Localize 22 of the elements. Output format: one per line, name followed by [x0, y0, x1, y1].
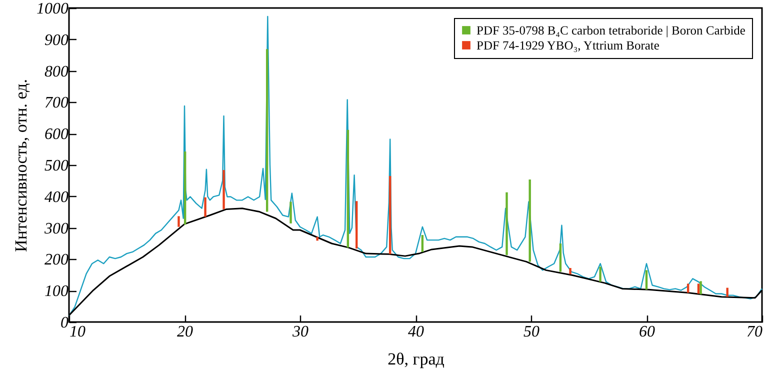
y-tick-label: 500: [44, 158, 68, 174]
x-tick-label: 30: [292, 324, 308, 340]
y-tick-label: 800: [44, 63, 68, 80]
legend-label: PDF 35-0798 B₄C carbon tetraboride | Boron Carbide: [476, 23, 746, 38]
y-tick-label: 700: [44, 94, 68, 112]
y-tick-label: 200: [44, 252, 68, 269]
x-tick-label: 20: [177, 324, 193, 340]
y-tick-label: 600: [44, 126, 68, 144]
y-tick-label: 100: [44, 283, 68, 300]
y-tick-label: 1000: [36, 0, 68, 18]
y-tick-label: 0: [60, 314, 68, 332]
x-tick-label: 40: [408, 324, 424, 340]
x-axis-title: 2θ, град: [388, 350, 445, 368]
legend-label: PDF 74-1929 YBO₃, Yttrium Borate: [476, 38, 660, 52]
y-tick-label: 400: [44, 188, 68, 206]
x-tick-label: 60: [639, 324, 655, 340]
x-tick-label: 50: [524, 324, 540, 340]
x-tick-label: 70: [746, 324, 762, 340]
y-tick-label: 900: [44, 32, 68, 49]
y-axis-title: Интенсивность, отн. ед.: [12, 79, 30, 252]
y-tick-label: 300: [44, 220, 68, 238]
x-tick-label: 10: [70, 324, 86, 340]
